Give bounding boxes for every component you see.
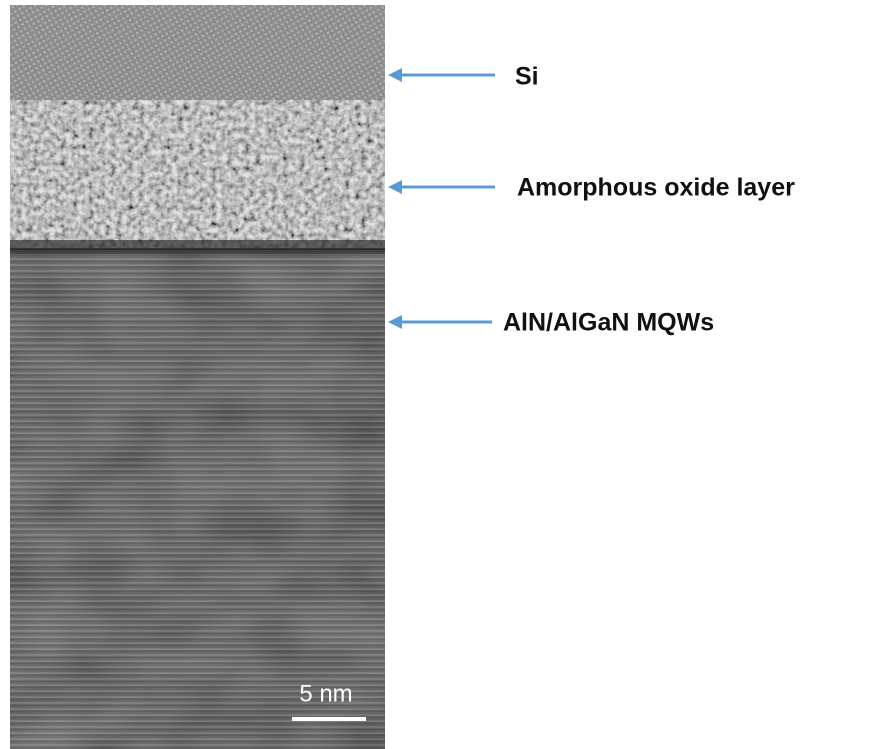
- label: AlN/AlGaN MQWs: [503, 309, 714, 337]
- interface: [10, 240, 385, 254]
- arrow-head: [388, 315, 402, 329]
- scale-bar-label: 5 nm: [299, 680, 352, 707]
- arrow-head: [388, 68, 402, 82]
- tem-image: 5 nm: [10, 5, 385, 749]
- mqw-mottle: [10, 250, 385, 749]
- si-noise: [10, 5, 385, 110]
- label: Si: [515, 63, 539, 91]
- label: Amorphous oxide layer: [517, 174, 795, 202]
- figure: 5 nm Si Amorphous oxide layer AlN/AlGaN …: [0, 0, 873, 749]
- arrow-head: [388, 180, 402, 194]
- oxide-texture: [10, 100, 385, 248]
- page: 5 nm Si Amorphous oxide layer AlN/AlGaN …: [0, 0, 873, 749]
- annotations: Si Amorphous oxide layer AlN/AlGaN MQWs: [388, 63, 795, 337]
